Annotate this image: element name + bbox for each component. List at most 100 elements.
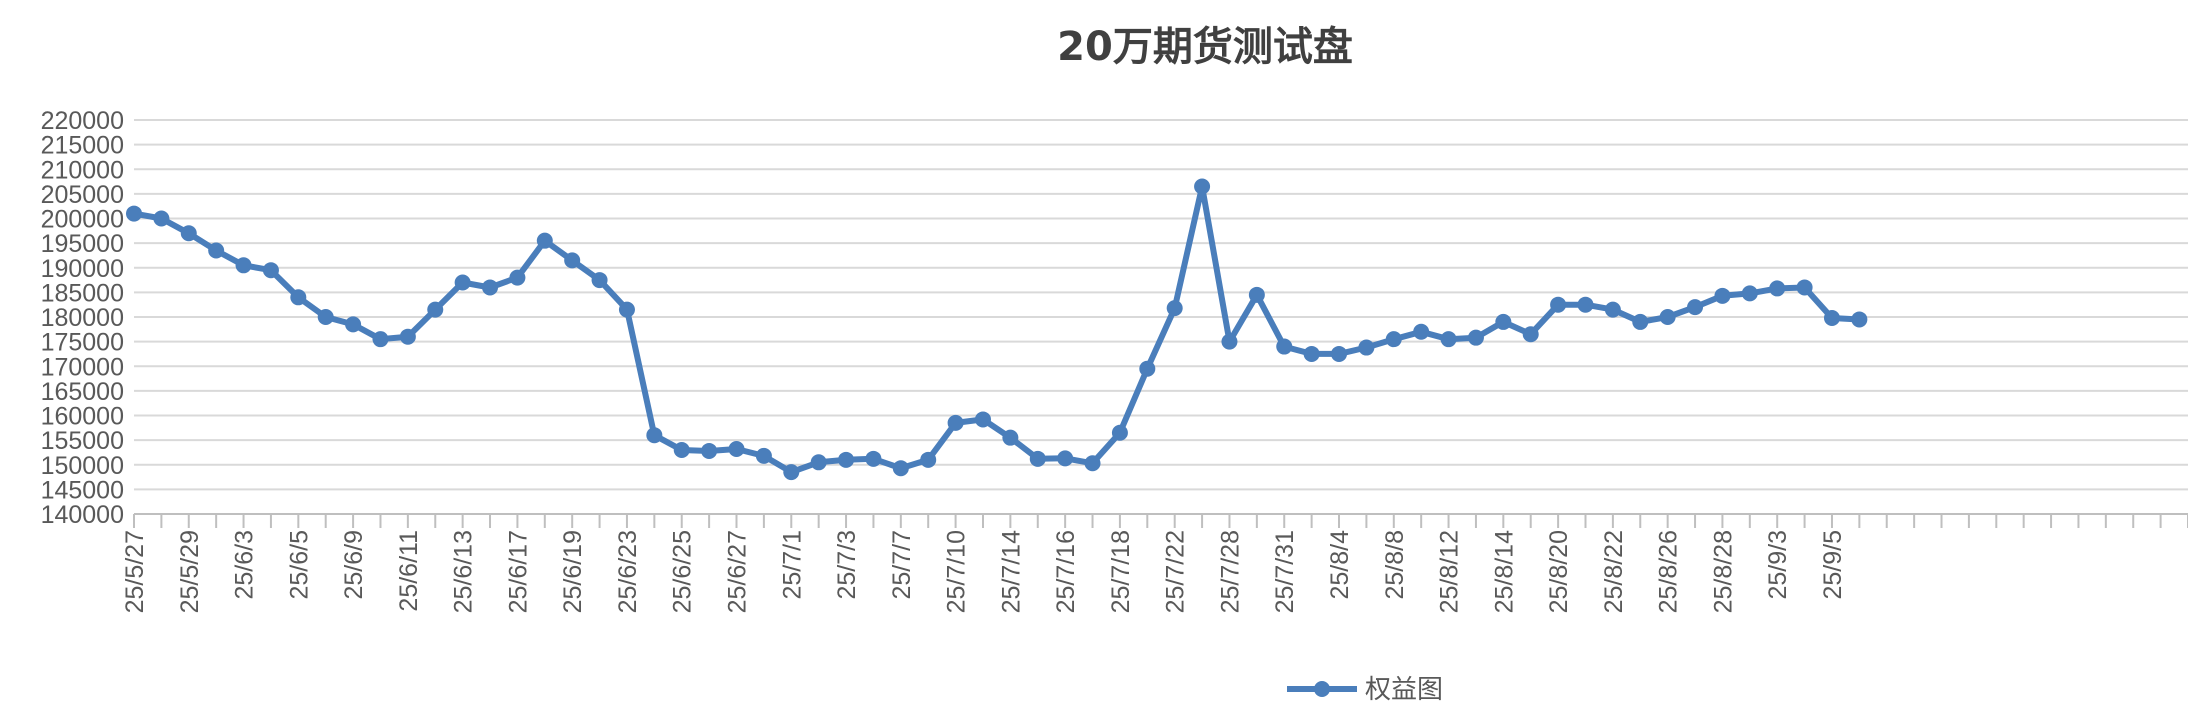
y-tick-label: 190000 — [41, 255, 124, 283]
x-tick-label: 25/6/27 — [724, 530, 752, 613]
x-tick-label: 25/8/20 — [1545, 530, 1573, 613]
data-point — [1495, 313, 1512, 330]
data-point — [1057, 450, 1074, 467]
data-point — [1851, 311, 1868, 328]
data-point — [728, 440, 745, 457]
data-point — [1331, 345, 1348, 362]
y-tick-label: 150000 — [41, 452, 124, 480]
data-point — [892, 460, 909, 477]
x-tick-label: 25/6/17 — [504, 530, 532, 613]
x-tick-label: 25/9/3 — [1764, 530, 1792, 600]
x-tick-label: 25/7/14 — [997, 530, 1025, 614]
x-tick-label: 25/8/4 — [1326, 530, 1354, 600]
legend-label: 权益图 — [1365, 674, 1443, 704]
data-point — [1303, 345, 1320, 362]
data-point — [1358, 339, 1375, 356]
data-point — [1221, 333, 1238, 350]
x-tick-label: 25/7/1 — [778, 530, 806, 600]
data-point — [1194, 178, 1211, 195]
y-tick-label: 140000 — [41, 501, 124, 529]
x-tick-label: 25/8/8 — [1381, 530, 1409, 600]
data-point — [1440, 331, 1457, 348]
data-point — [290, 289, 307, 306]
x-tick-label: 25/6/23 — [614, 530, 642, 613]
data-point — [399, 328, 416, 345]
chart-title: 20万期货测试盘 — [1057, 24, 1353, 70]
data-point — [235, 257, 252, 274]
y-tick-label: 195000 — [41, 230, 124, 258]
legend: 权益图 — [1287, 674, 1443, 704]
x-axis: 25/5/27 25/5/29 25/6/3 25/6/5 25/6/9 25/6/11 2… — [121, 514, 2188, 613]
x-tick-label: 25/7/16 — [1052, 530, 1080, 613]
data-point — [153, 210, 170, 227]
data-point — [865, 450, 882, 467]
x-tick-label: 25/7/10 — [943, 530, 971, 613]
y-tick-label: 165000 — [41, 378, 124, 406]
x-tick-label: 25/6/25 — [669, 530, 697, 613]
series-layer — [126, 178, 1868, 481]
x-tick-label: 25/8/12 — [1436, 530, 1464, 613]
x-tick-label: 25/7/7 — [888, 530, 916, 600]
data-point — [536, 232, 553, 249]
data-point — [482, 279, 499, 296]
data-point — [345, 316, 362, 333]
data-point — [673, 441, 690, 458]
y-tick-label: 215000 — [41, 132, 124, 160]
y-tick-label: 180000 — [41, 304, 124, 332]
data-point — [1248, 286, 1265, 303]
data-point — [838, 451, 855, 468]
x-tick-label: 25/7/31 — [1271, 530, 1299, 613]
data-point — [1823, 309, 1840, 326]
data-point — [454, 274, 471, 291]
y-tick-label: 220000 — [41, 107, 124, 135]
data-point — [1276, 338, 1293, 355]
data-point — [1714, 287, 1731, 304]
data-point — [126, 205, 142, 222]
data-point — [1522, 326, 1539, 343]
x-tick-label: 25/6/5 — [285, 530, 313, 600]
x-tick-label: 25/7/18 — [1107, 530, 1135, 613]
data-point — [317, 309, 334, 325]
x-tick-label: 25/8/26 — [1655, 530, 1683, 613]
y-tick-label: 210000 — [41, 156, 124, 184]
data-point — [1577, 296, 1594, 313]
y-tick-label: 185000 — [41, 279, 124, 307]
data-point — [755, 447, 772, 464]
data-point — [1111, 424, 1128, 441]
x-tick-label: 25/8/28 — [1709, 530, 1737, 613]
grid-lines — [134, 119, 2188, 515]
data-point — [701, 442, 718, 459]
data-point — [1741, 285, 1758, 302]
x-tick-label: 25/7/3 — [833, 530, 861, 600]
data-point — [262, 262, 279, 279]
data-point — [1769, 280, 1786, 297]
data-point — [974, 411, 991, 428]
x-tick-label: 25/7/28 — [1216, 530, 1244, 613]
data-point — [1413, 323, 1430, 340]
data-point — [810, 454, 827, 471]
data-point — [1687, 299, 1704, 316]
y-tick-label: 155000 — [41, 427, 124, 455]
data-point — [1139, 360, 1156, 377]
data-point — [1084, 455, 1101, 472]
data-point — [564, 252, 581, 269]
x-tick-label: 25/9/5 — [1819, 530, 1847, 600]
data-point — [427, 301, 444, 318]
x-tick-label: 25/7/22 — [1162, 530, 1190, 613]
y-tick-label: 205000 — [41, 181, 124, 209]
data-point — [1002, 429, 1019, 446]
y-tick-label: 170000 — [41, 353, 124, 381]
data-point — [1385, 331, 1402, 348]
data-point — [947, 414, 964, 431]
data-point — [1550, 296, 1567, 313]
series-line — [131, 183, 1863, 476]
x-tick-label: 25/6/11 — [395, 530, 423, 612]
data-point — [591, 272, 608, 289]
data-point — [180, 225, 197, 242]
x-tick-label: 25/5/29 — [176, 530, 204, 613]
x-tick-label: 25/8/14 — [1490, 530, 1518, 614]
data-point — [1604, 301, 1621, 318]
legend-dot-marker — [1314, 681, 1330, 697]
x-tick-label: 25/6/9 — [340, 530, 368, 600]
